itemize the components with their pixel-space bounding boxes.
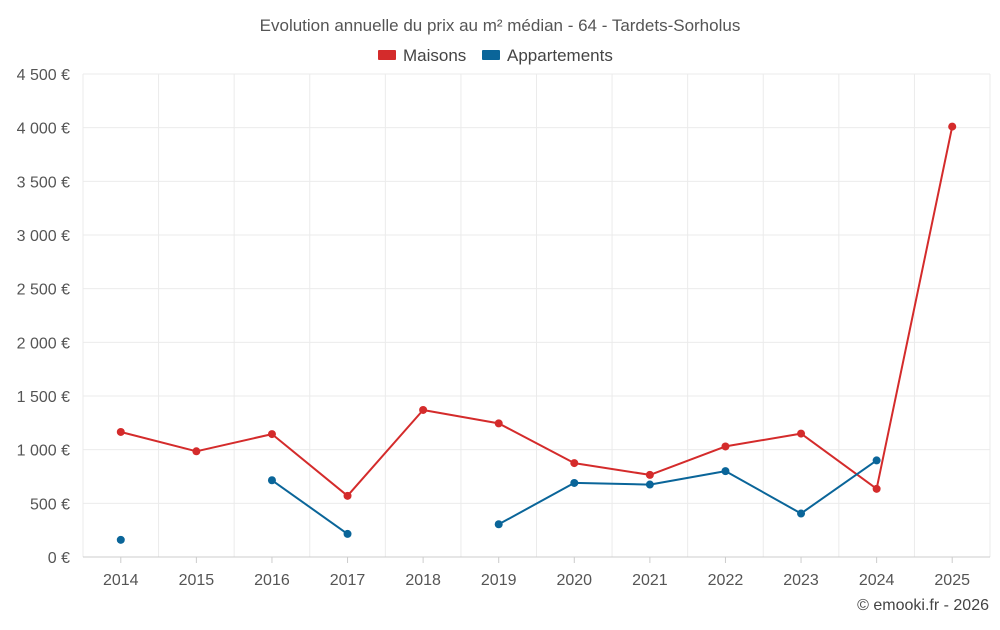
series-line-appartements: [271, 479, 349, 535]
data-point-maisons-2023: [797, 429, 806, 438]
y-tick-label: 4 000 €: [17, 121, 70, 138]
x-tick-label: 2025: [934, 572, 970, 589]
legend-label-maisons[interactable]: Maisons: [403, 46, 466, 65]
grid-lines: [82, 73, 991, 557]
data-point-appartements-2022: [721, 467, 730, 476]
x-tick-label: 2014: [103, 572, 139, 589]
data-point-appartements-2017: [343, 529, 352, 538]
data-point-appartements-2024: [872, 456, 881, 465]
x-tick-label: 2017: [330, 572, 366, 589]
series-line-appartements: [498, 459, 878, 526]
series-lines: [120, 126, 954, 535]
y-tick-label: 1 500 €: [17, 389, 70, 406]
y-tick-label: 3 500 €: [17, 174, 70, 191]
data-point-appartements-2021: [645, 480, 654, 489]
y-tick-label: 4 500 €: [17, 67, 70, 84]
data-point-appartements-2020: [570, 478, 579, 487]
x-tick-label: 2023: [783, 572, 819, 589]
y-tick-label: 0 €: [48, 550, 70, 567]
x-tick-label: 2024: [859, 572, 895, 589]
series-line-maisons: [120, 126, 954, 497]
data-point-maisons-2022: [721, 442, 730, 451]
legend-swatch-appartements: [482, 50, 500, 60]
legend-swatch-maisons: [378, 50, 396, 60]
chart-title: Evolution annuelle du prix au m² médian …: [260, 16, 741, 35]
data-point-appartements-2016: [267, 476, 276, 485]
data-point-maisons-2014: [116, 427, 125, 436]
data-point-appartements-2019: [494, 520, 503, 529]
y-tick-label: 2 000 €: [17, 335, 70, 352]
y-tick-label: 2 500 €: [17, 282, 70, 299]
chart-legend: Maisons Appartements: [378, 46, 613, 65]
data-point-maisons-2017: [343, 491, 352, 500]
data-point-appartements-2023: [797, 509, 806, 518]
data-point-appartements-2014: [116, 535, 125, 544]
data-point-maisons-2020: [570, 459, 579, 468]
data-point-maisons-2021: [645, 470, 654, 479]
legend-label-appartements[interactable]: Appartements: [507, 46, 613, 65]
data-points: [116, 122, 957, 544]
data-point-maisons-2015: [192, 447, 201, 456]
data-point-maisons-2018: [419, 405, 428, 414]
x-tick-label: 2016: [254, 572, 290, 589]
x-tick-label: 2022: [708, 572, 744, 589]
data-point-maisons-2016: [267, 430, 276, 439]
x-tick-label: 2021: [632, 572, 668, 589]
credit-text: © emooki.fr - 2026: [857, 597, 989, 614]
x-tick-label: 2015: [179, 572, 215, 589]
x-tick-label: 2020: [556, 572, 592, 589]
data-point-maisons-2019: [494, 419, 503, 428]
data-point-maisons-2024: [872, 484, 881, 493]
y-tick-label: 3 000 €: [17, 228, 70, 245]
y-tick-label: 1 000 €: [17, 443, 70, 460]
x-tick-label: 2019: [481, 572, 517, 589]
x-tick-label: 2018: [405, 572, 441, 589]
data-point-maisons-2025: [948, 122, 957, 131]
y-tick-label: 500 €: [30, 496, 70, 513]
axes: 0 € 500 € 1 000 € 1 500 € 2 000 € 2 500 € 3 00…: [17, 67, 990, 589]
